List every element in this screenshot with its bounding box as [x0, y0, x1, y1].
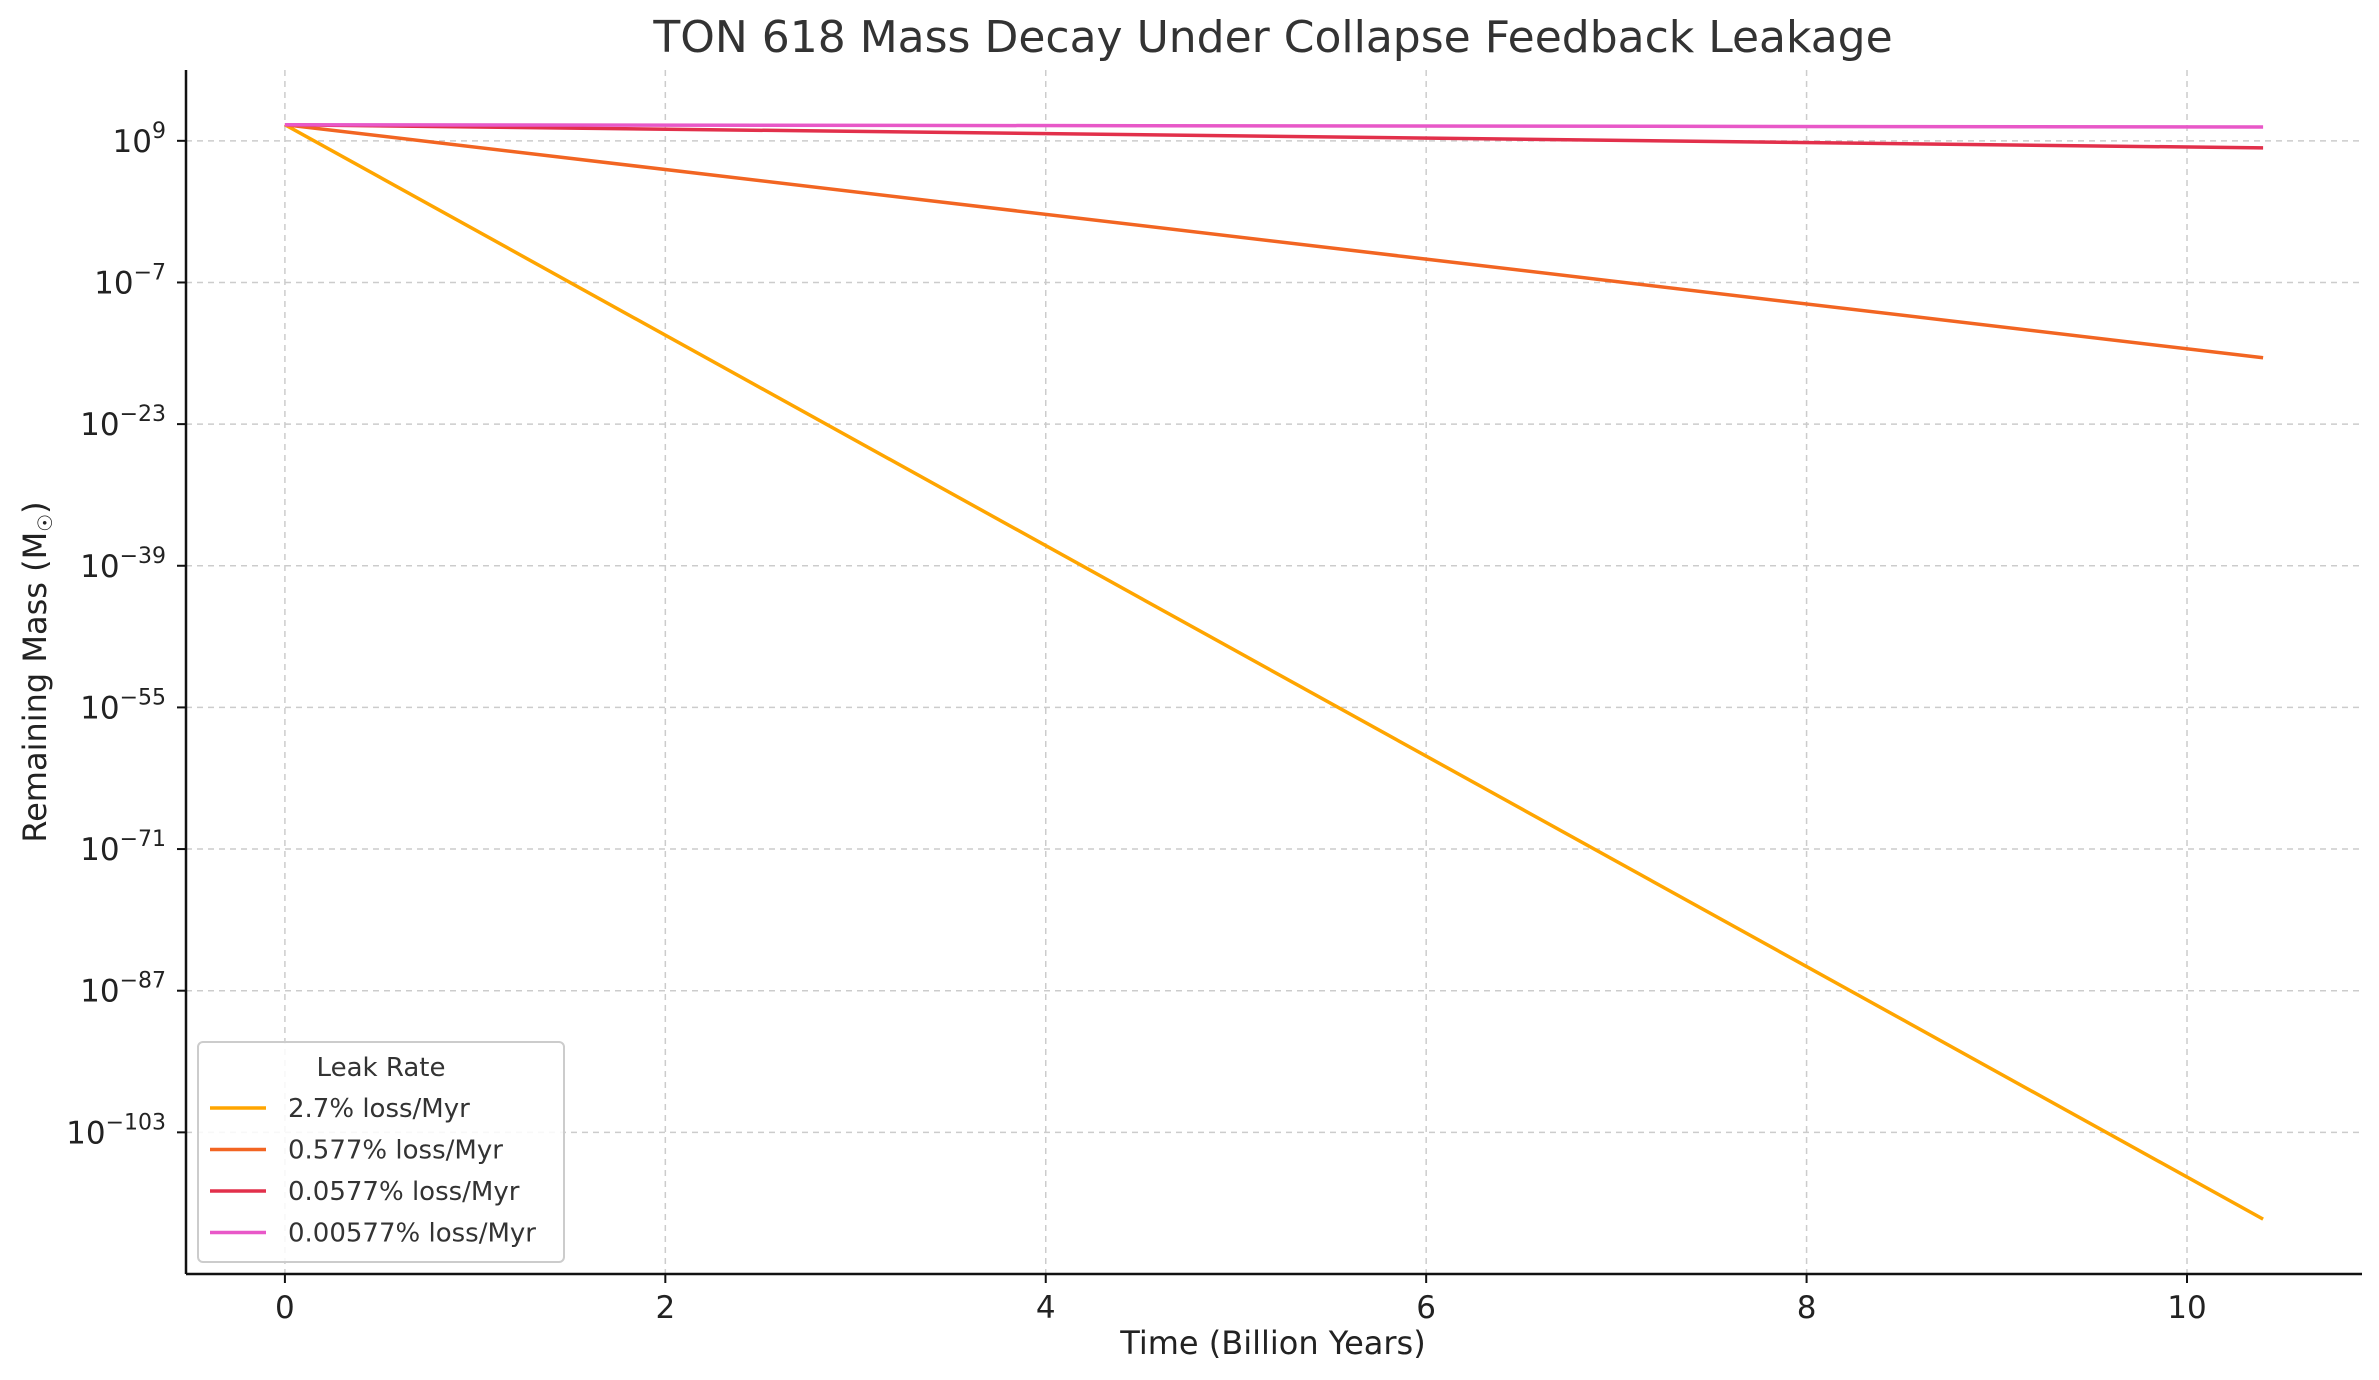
series-lines: [284, 122, 2264, 1221]
y-axis-label-close: ): [16, 501, 54, 513]
legend-title: Leak Rate: [317, 1053, 446, 1083]
legend-items: 2.7% loss/Myr 0.577% loss/Myr 0.0577% loss…: [210, 1094, 536, 1249]
y-ticks: 109 10−7 10−23 10−39 10−55 10−71 10−87 10−103: [66, 119, 186, 1151]
y-axis-label: Remaining Mass (M☉): [16, 501, 57, 842]
y-tick-label: 10−23: [80, 402, 166, 443]
y-tick-label: 10−103: [66, 1110, 166, 1151]
legend-label: 2.7% loss/Myr: [288, 1094, 470, 1124]
x-tick-label: 6: [1416, 1290, 1436, 1326]
x-ticks: 0 2 4 6 8 10: [275, 1274, 2207, 1326]
legend-label: 0.0577% loss/Myr: [288, 1177, 520, 1207]
y-axis-label-text: Remaining Mass (M: [16, 532, 54, 843]
series-line-1: [284, 123, 2264, 1221]
y-tick-label: 10−55: [80, 685, 166, 726]
legend-frame: [197, 1041, 565, 1263]
y-tick-label: 109: [113, 119, 166, 160]
legend-label: 0.00577% loss/Myr: [288, 1219, 536, 1249]
x-tick-label: 10: [2167, 1290, 2206, 1326]
y-tick-label: 10−7: [94, 260, 166, 301]
chart-title: TON 618 Mass Decay Under Collapse Feedba…: [652, 12, 1892, 63]
legend: Leak Rate 2.7% loss/Myr 0.577% loss/Myr 0.…: [197, 1041, 565, 1263]
y-tick-label: 10−71: [80, 827, 166, 868]
series-line-2: [284, 122, 2264, 360]
y-axis-label-subscript: ☉: [33, 514, 57, 532]
axes: [184, 70, 2362, 1276]
y-tick-label: 10−87: [80, 969, 166, 1010]
y-tick-label: 10−39: [80, 544, 166, 585]
x-tick-label: 2: [655, 1290, 675, 1326]
x-tick-label: 0: [275, 1290, 295, 1326]
series-line-3: [284, 122, 2264, 150]
series-line-4: [284, 122, 2264, 129]
x-axis-label: Time (Billion Years): [1119, 1324, 1425, 1362]
legend-label: 0.577% loss/Myr: [288, 1136, 503, 1166]
x-tick-label: 4: [1036, 1290, 1056, 1326]
x-tick-label: 8: [1797, 1290, 1817, 1326]
